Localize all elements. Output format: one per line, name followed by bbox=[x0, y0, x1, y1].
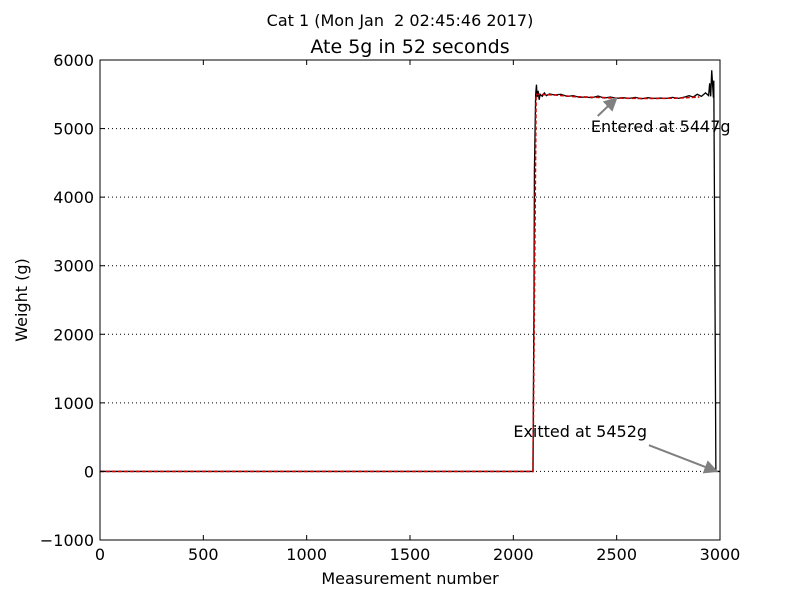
annotation-label: Exitted at 5452g bbox=[513, 422, 647, 441]
y-tick-label: 6000 bbox=[53, 51, 94, 70]
annotation-arrow bbox=[648, 444, 719, 474]
annotations: Entered at 5447g Exitted at 5452g bbox=[513, 96, 731, 474]
annotation-label: Entered at 5447g bbox=[591, 117, 731, 136]
y-axis-label: Weight (g) bbox=[12, 258, 31, 341]
smoothed-series-line bbox=[100, 93, 700, 473]
x-axis-label: Measurement number bbox=[321, 569, 499, 588]
axis-ticks: 0 500 1000 1500 2000 2500 3000−100001000200030… bbox=[40, 51, 740, 564]
y-tick-label: 2000 bbox=[53, 325, 94, 344]
gridlines bbox=[100, 128, 720, 472]
x-tick-label: 3000 bbox=[700, 545, 741, 564]
chart-suptitle: Cat 1 (Mon Jan 2 02:45:46 2017) bbox=[267, 11, 534, 30]
x-tick-label: 1000 bbox=[286, 545, 327, 564]
x-tick-label: 2500 bbox=[596, 545, 637, 564]
series-group bbox=[100, 70, 720, 473]
annotation-arrow bbox=[597, 96, 618, 117]
x-tick-label: 1500 bbox=[390, 545, 431, 564]
x-tick-label: 2000 bbox=[493, 545, 534, 564]
y-tick-label: 0 bbox=[84, 462, 94, 481]
x-tick-label: 0 bbox=[95, 545, 105, 564]
y-tick-label: 5000 bbox=[53, 120, 94, 139]
y-tick-label: 1000 bbox=[53, 394, 94, 413]
y-tick-label: −1000 bbox=[40, 531, 94, 550]
y-tick-label: 4000 bbox=[53, 188, 94, 207]
chart-title: Ate 5g in 52 seconds bbox=[310, 36, 509, 58]
y-tick-label: 3000 bbox=[53, 257, 94, 276]
x-tick-label: 500 bbox=[188, 545, 219, 564]
